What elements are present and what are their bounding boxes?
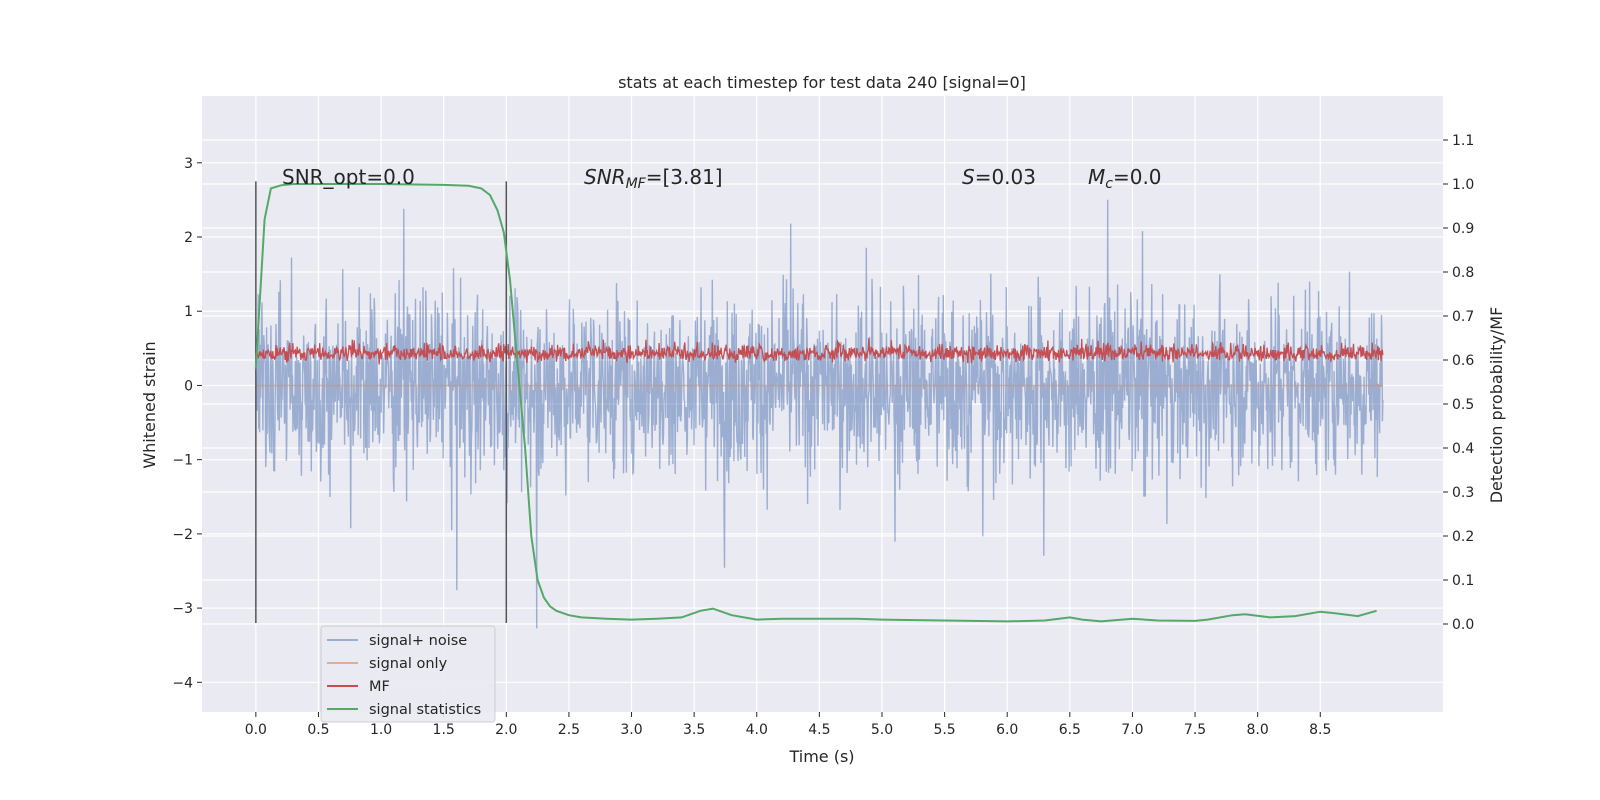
y-tick-label-left: 0 [184,378,193,394]
tick-labels: 0.0 0.5 1.0 1.5 2.0 2.5 3.0 3.5 4.0 4.5 5.0 5.5 6.0 6… [172,133,1474,738]
x-tick-label: 2.5 [558,722,580,738]
x-tick-label: 4.5 [808,722,830,738]
series-signal-statistics [254,183,1377,623]
x-axis-title: Time (s) [788,747,854,766]
legend-label-signal-statistics: signal statistics [369,702,481,718]
x-tick-label: 5.5 [933,722,955,738]
x-tick-label: 0.0 [245,722,267,738]
y-tick-label-left: 3 [184,156,193,172]
snr-mf-annotation: SNRMF=[3.81] [584,165,723,192]
x-tick-label: 5.0 [871,722,893,738]
s-annotation: S=0.03 [962,165,1036,189]
y-tick-label-left: −3 [172,601,193,617]
y-tick-label-left: 2 [184,230,193,246]
x-tick-label: 0.5 [307,722,329,738]
x-tick-label: 1.0 [370,722,392,738]
x-tick-label: 6.5 [1059,722,1081,738]
x-tick-label: 8.0 [1247,722,1269,738]
x-tick-label: 3.5 [683,722,705,738]
y-tick-label-right: 0.3 [1452,485,1474,501]
y-tick-label-left: −2 [172,527,193,543]
x-tick-label: 7.5 [1184,722,1206,738]
y-tick-label-right: 0.4 [1452,441,1474,457]
y-tick-label-right: 0.2 [1452,529,1474,545]
y-tick-label-right: 0.5 [1452,397,1474,413]
y-tick-label-left: −4 [172,675,193,691]
signal-statistics-line [254,183,1377,623]
y-tick-label-right: 0.0 [1452,617,1474,633]
y-tick-label-left: −1 [172,453,193,469]
x-tick-label: 4.0 [746,722,768,738]
legend-label-signal-noise: signal+ noise [369,633,467,649]
legend-box [320,625,496,723]
x-tick-label: 3.0 [620,722,642,738]
legend: signal+ noise signal only MF signal stat… [320,625,496,723]
y-tick-label-right: 0.7 [1452,309,1474,325]
y-tick-label-right: 0.1 [1452,573,1474,589]
series-mf [255,338,1384,365]
x-tick-label: 2.0 [495,722,517,738]
y-tick-label-right: 1.1 [1452,133,1474,149]
y-tick-label-left: 1 [184,304,193,320]
y-tick-label-right: 0.8 [1452,265,1474,281]
snr-opt-annotation: SNR_opt=0.0 [282,165,415,189]
y-tick-label-right: 0.9 [1452,221,1474,237]
y-tick-label-right: 1.0 [1452,177,1474,193]
y-axis-title-right: Detection probability/MF [1487,307,1506,504]
mf-line [255,338,1384,365]
legend-label-signal-only: signal only [369,656,448,672]
y-axis-title-left: Whitened strain [140,341,159,468]
mc-annotation: Mc=0.0 [1088,165,1162,192]
x-tick-label: 8.5 [1309,722,1331,738]
x-tick-label: 7.0 [1121,722,1143,738]
x-tick-label: 1.5 [433,722,455,738]
x-tick-label: 6.0 [996,722,1018,738]
legend-label-mf: MF [369,679,390,695]
chart-title: stats at each timestep for test data 240… [618,73,1026,92]
y-tick-label-right: 0.6 [1452,353,1474,369]
